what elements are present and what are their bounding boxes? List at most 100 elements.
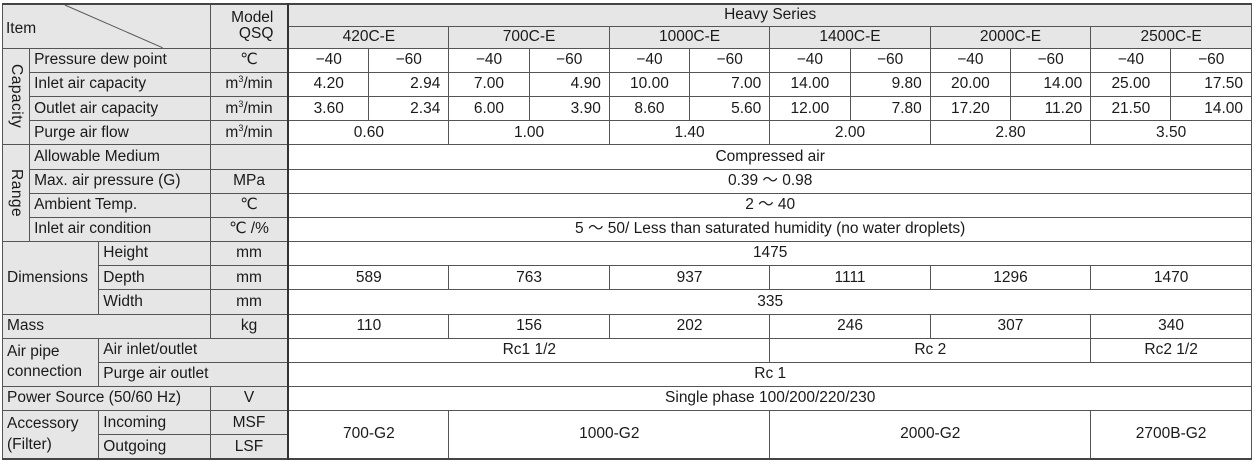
value-cell: −40 xyxy=(287,47,370,73)
medium-row: Range Allowable Medium Compressed air xyxy=(1,144,1253,243)
value-cell: 2.80 xyxy=(929,120,1092,146)
row-label: Height xyxy=(98,241,211,267)
row-label: Ambient Temp. xyxy=(29,192,211,218)
value-cell: 14.00 xyxy=(769,71,851,98)
value-cell: 0.39 ～ 0.98 xyxy=(287,168,1253,194)
outgoing-row: Outgoing LSF xyxy=(3,434,1252,460)
unit-cell: m3/min xyxy=(209,71,289,98)
row-label: Purge air outlet xyxy=(98,361,289,387)
value-cell: 335 xyxy=(287,289,1253,315)
qsq-label: QSQ xyxy=(238,25,274,43)
value-cell: 20.00 xyxy=(929,71,1011,98)
value-cell: 202 xyxy=(608,313,771,339)
value-cell: 1.00 xyxy=(448,120,610,146)
spec-table: Item Model QSQ Heavy Series 420C-E 700C-… xyxy=(1,3,1253,460)
outlet-capacity-row: Outlet air capacity m3/min 3.60 2.34 6.0… xyxy=(3,96,1252,122)
value-cell: −40 xyxy=(769,47,851,73)
value-cell: 700-G2 xyxy=(287,410,450,460)
value-cell: 340 xyxy=(1090,313,1252,339)
value-cell: 14.00 xyxy=(1009,71,1092,98)
value-cell: 2700B-G2 xyxy=(1090,410,1252,460)
value-cell: 156 xyxy=(448,313,610,339)
inlet-condition-row: Inlet air condition ℃ /% 5 ～ 50/ Less th… xyxy=(3,216,1253,243)
model-row: 420C-E 700C-E 1000C-E 1400C-E 2000C-E 25… xyxy=(3,25,1252,49)
incoming-row: Accessory (Filter) Incoming MSF 700-G2 10… xyxy=(1,410,1252,460)
value-cell: 2.34 xyxy=(368,96,450,122)
value-cell: −60 xyxy=(1009,47,1092,73)
value-cell: 1475 xyxy=(287,241,1253,267)
value-cell: 5 ～ 50/ Less than saturated humidity (no… xyxy=(287,216,1253,243)
model-label: Model xyxy=(231,9,274,27)
purge-outlet-row: Purge air outlet Rc 1 xyxy=(3,361,1253,387)
value-cell: 17.20 xyxy=(929,96,1011,122)
value-cell: 4.20 xyxy=(287,71,370,98)
value-cell: 1.40 xyxy=(608,120,771,146)
value-cell: Single phase 100/200/220/230 xyxy=(287,385,1253,412)
series-header: Heavy Series xyxy=(287,3,1253,27)
value-cell: 3.60 xyxy=(287,96,370,122)
row-label: Outlet air capacity xyxy=(29,96,211,122)
unit-cell: mm xyxy=(209,241,289,267)
value-cell: −60 xyxy=(368,47,450,73)
accessory-group-label: Accessory (Filter) xyxy=(1,410,100,460)
value-cell: Rc1 1/2 xyxy=(287,337,771,363)
value-cell: −40 xyxy=(929,47,1011,73)
unit-cell: mm xyxy=(209,289,289,315)
model-name: 2000C-E xyxy=(929,25,1092,49)
power-row: Power Source (50/60 Hz) V Single phase 1… xyxy=(2,385,1253,412)
row-label: Depth xyxy=(98,265,211,291)
value-cell: 763 xyxy=(448,265,610,291)
value-cell: 937 xyxy=(608,265,771,291)
row-label: Pressure dew point xyxy=(29,47,211,73)
row-label: Incoming xyxy=(98,410,211,436)
dew-point-row: Capacity Pressure dew point ℃ −40 −60 −4… xyxy=(1,47,1252,146)
value-cell: 12.00 xyxy=(769,96,851,122)
value-cell: 110 xyxy=(287,313,450,339)
value-cell: 2.94 xyxy=(368,71,450,98)
value-cell: −40 xyxy=(448,47,530,73)
value-cell: 5.60 xyxy=(689,96,771,122)
model-name: 2500C-E xyxy=(1090,25,1252,49)
value-cell: 2 ～ 40 xyxy=(287,192,1253,218)
depth-row: Depth mm 589 763 937 1111 1296 1470 xyxy=(3,265,1252,291)
value-cell: Rc 2 xyxy=(769,337,1092,363)
value-cell: 3.90 xyxy=(528,96,610,122)
value-cell: 307 xyxy=(929,313,1092,339)
unit-cell: m3/min xyxy=(209,120,289,146)
row-label: Air inlet/outlet xyxy=(98,337,289,363)
value-cell: 0.60 xyxy=(287,120,450,146)
row-label: Power Source (50/60 Hz) xyxy=(2,385,211,412)
unit-cell: ℃ xyxy=(209,192,289,218)
width-row: Width mm 335 xyxy=(3,289,1253,315)
value-cell: 21.50 xyxy=(1090,96,1172,122)
value-cell: −40 xyxy=(1090,47,1172,73)
value-cell: 11.20 xyxy=(1009,96,1092,122)
unit-cell: ℃ xyxy=(209,47,289,73)
value-cell: 8.60 xyxy=(608,96,691,122)
diagonal-divider xyxy=(64,5,163,48)
value-cell: 6.00 xyxy=(448,96,530,122)
value-cell: 17.50 xyxy=(1170,71,1252,98)
value-cell: 1111 xyxy=(769,265,931,291)
value-cell: 1470 xyxy=(1090,265,1252,291)
row-label: Inlet air condition xyxy=(29,216,211,243)
inlet-capacity-row: Inlet air capacity m3/min 4.20 2.94 7.00… xyxy=(3,71,1252,98)
capacity-group-label: Capacity xyxy=(1,47,31,146)
value-cell: −60 xyxy=(528,47,610,73)
unit-cell: V xyxy=(209,385,289,412)
value-cell: 246 xyxy=(769,313,931,339)
row-label: Width xyxy=(98,289,211,315)
height-row: Dimensions Height mm 1475 xyxy=(1,241,1253,315)
purge-flow-row: Purge air flow m3/min 0.60 1.00 1.40 2.0… xyxy=(3,120,1252,146)
ambient-row: Ambient Temp. ℃ 2 ～ 40 xyxy=(3,192,1253,218)
air-inlet-row: Air pipe connection Air inlet/outlet Rc1 … xyxy=(1,337,1252,387)
value-cell: Rc2 1/2 xyxy=(1090,337,1252,363)
value-cell: Rc 1 xyxy=(287,361,1253,387)
value-cell: 10.00 xyxy=(608,71,691,98)
unit-cell: mm xyxy=(209,265,289,291)
value-cell: 589 xyxy=(287,265,450,291)
unit-cell: m3/min xyxy=(209,96,289,122)
value-cell: 1296 xyxy=(929,265,1092,291)
row-label: Outgoing xyxy=(98,434,211,460)
value-cell: −60 xyxy=(1170,47,1252,73)
